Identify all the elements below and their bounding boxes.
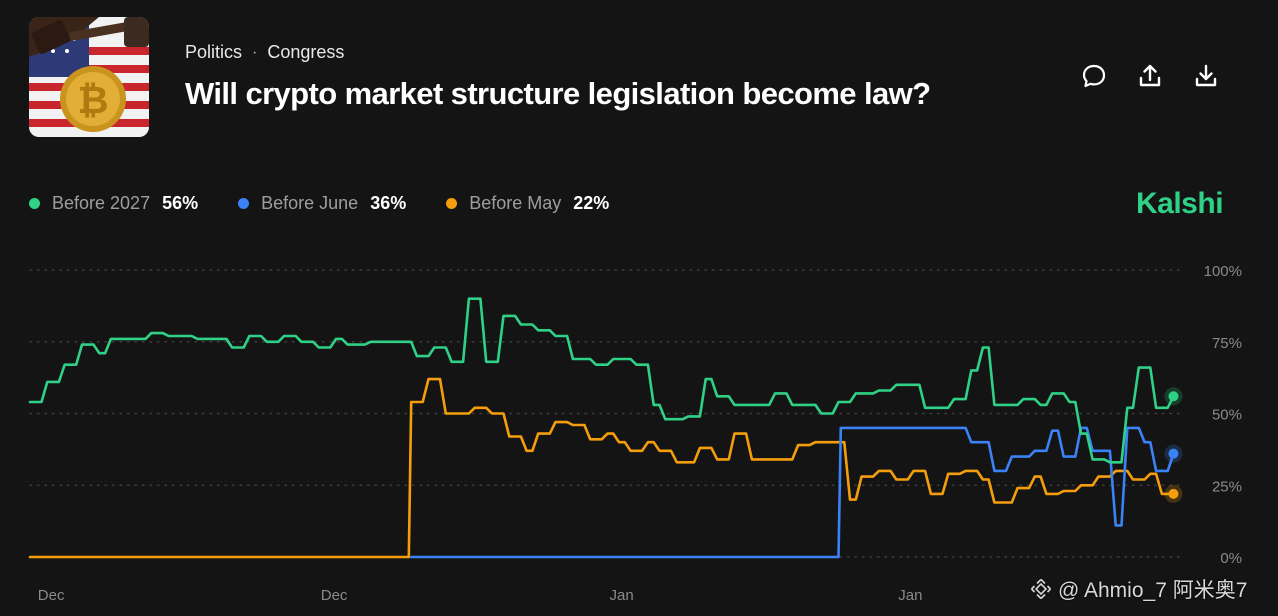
- page-title: Will crypto market structure legislation…: [185, 76, 931, 111]
- legend-dot: [238, 198, 250, 209]
- breadcrumb-category[interactable]: Politics: [185, 42, 243, 62]
- legend-dot: [446, 198, 458, 209]
- binance-icon: [1030, 578, 1052, 600]
- series-end-point: [1168, 448, 1179, 459]
- x-tick-label: Jan: [610, 587, 634, 604]
- y-tick-label: 75%: [1212, 335, 1242, 352]
- bitcoin-flag-image: ₿: [29, 17, 149, 137]
- y-tick-label: 0%: [1220, 550, 1242, 567]
- download-icon[interactable]: [1192, 62, 1220, 90]
- legend-dot: [29, 198, 40, 209]
- breadcrumb-subcategory[interactable]: Congress: [267, 42, 345, 62]
- legend-label: Before 2027: [52, 193, 151, 213]
- x-tick-label: Dec: [38, 587, 65, 604]
- svg-text:₿: ₿: [78, 80, 109, 122]
- legend-item-before-june[interactable]: Before June 36%: [238, 193, 406, 214]
- comment-icon[interactable]: [1080, 62, 1108, 90]
- y-tick-label: 25%: [1212, 478, 1242, 495]
- legend-label: Before May: [469, 193, 562, 213]
- watermark-text: @ Ahmio_7 阿米奥7: [1058, 579, 1248, 602]
- chart-legend: Before 2027 56% Before June 36% Before M…: [29, 193, 649, 214]
- market-thumbnail: ₿: [29, 17, 149, 137]
- watermark: @ Ahmio_7 阿米奥7: [1030, 574, 1247, 604]
- legend-value: 56%: [162, 193, 199, 213]
- series-line: [409, 426, 1175, 559]
- y-tick-label: 50%: [1212, 407, 1242, 424]
- breadcrumb: Politics · Congress: [185, 42, 344, 63]
- series-line: [28, 377, 1175, 559]
- legend-value: 36%: [370, 193, 407, 213]
- breadcrumb-separator: ·: [252, 43, 258, 61]
- series-end-point: [1168, 391, 1179, 402]
- legend-item-before-2027[interactable]: Before 2027 56%: [29, 193, 198, 214]
- x-tick-label: Dec: [321, 587, 348, 604]
- share-icon[interactable]: [1136, 62, 1164, 90]
- action-bar: [1080, 62, 1220, 90]
- kalshi-logo[interactable]: Kalshi: [1136, 187, 1224, 220]
- series-end-point: [1168, 488, 1179, 499]
- x-tick-label: Jan: [898, 587, 922, 604]
- series-line: [28, 297, 1175, 464]
- legend-label: Before June: [261, 193, 359, 213]
- legend-value: 22%: [573, 193, 610, 213]
- legend-item-before-may[interactable]: Before May 22%: [446, 193, 609, 214]
- y-tick-label: 100%: [1204, 263, 1242, 280]
